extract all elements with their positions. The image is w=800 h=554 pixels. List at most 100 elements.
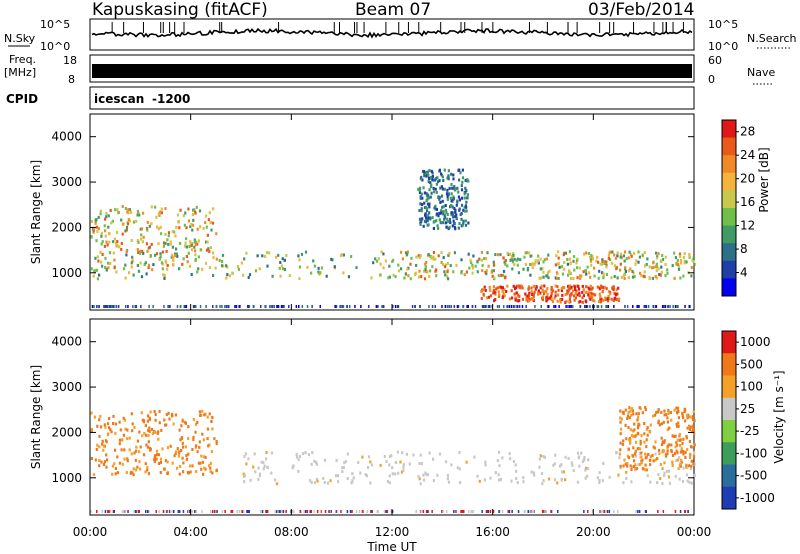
echo-cell xyxy=(623,259,626,263)
echo-cell xyxy=(317,266,320,270)
x-tick-label: 00:00 xyxy=(677,525,712,539)
echo-cell xyxy=(487,295,490,299)
echo-cell xyxy=(440,194,444,198)
echo-cell xyxy=(559,300,562,304)
echo-cell xyxy=(347,275,351,279)
echo-cell xyxy=(199,461,202,465)
echo-cell xyxy=(482,292,485,296)
echo-cell xyxy=(664,255,667,259)
echo-cell xyxy=(655,276,658,280)
echo-cell xyxy=(409,262,412,266)
echo-cell xyxy=(430,183,433,187)
echo-cell xyxy=(630,434,633,437)
echo-cell xyxy=(215,440,218,443)
echo-cell xyxy=(624,270,627,273)
colorbar-tick-label: -100 xyxy=(740,446,767,460)
echo-cell xyxy=(623,250,627,254)
echo-cell xyxy=(401,257,404,261)
nave-label: Nave xyxy=(747,66,775,79)
echo-cell xyxy=(96,277,99,281)
echo-cell xyxy=(283,268,287,271)
echo-cell xyxy=(124,207,127,210)
echo-cell xyxy=(579,276,582,280)
noise-cell xyxy=(242,510,245,513)
echo-cell xyxy=(415,255,418,259)
colorbar-tick-label: 25 xyxy=(740,402,755,416)
echo-cell xyxy=(538,276,541,280)
echo-cell xyxy=(690,265,693,269)
echo-cell xyxy=(313,264,316,268)
echo-cell xyxy=(516,299,519,303)
noise-cell xyxy=(616,510,619,513)
echo-cell xyxy=(542,275,545,279)
echo-cell xyxy=(660,436,663,440)
echo-cell xyxy=(431,174,434,178)
echo-cell xyxy=(560,265,563,269)
echo-cell xyxy=(578,291,581,295)
echo-cell xyxy=(155,449,159,453)
echo-cell xyxy=(450,199,453,203)
echo-cell xyxy=(226,265,229,269)
echo-cell xyxy=(667,408,670,412)
echo-cell xyxy=(529,254,532,258)
echo-cell xyxy=(153,457,156,461)
echo-cell xyxy=(648,458,652,462)
echo-cell xyxy=(100,460,103,464)
echo-cell xyxy=(441,262,445,266)
echo-cell xyxy=(146,445,149,449)
echo-cell xyxy=(587,293,590,297)
echo-cell xyxy=(516,257,520,261)
echo-cell xyxy=(644,452,647,456)
echo-cell xyxy=(435,190,438,194)
echo-cell xyxy=(665,413,668,417)
echo-cell xyxy=(428,202,431,206)
echo-cell xyxy=(351,479,354,483)
echo-cell xyxy=(374,257,377,261)
echo-cell xyxy=(240,261,243,265)
echo-cell xyxy=(258,474,261,478)
noise-cell xyxy=(568,305,571,308)
echo-cell xyxy=(641,253,644,257)
echo-cell xyxy=(372,261,375,265)
echo-cell xyxy=(592,292,595,296)
echo-cell xyxy=(628,406,631,410)
noise-cell xyxy=(540,305,542,308)
echo-cell xyxy=(513,292,516,296)
echo-cell xyxy=(99,414,102,418)
echo-cell xyxy=(254,470,257,474)
echo-cell xyxy=(681,411,684,415)
echo-cell xyxy=(677,410,680,413)
echo-cell xyxy=(513,287,517,291)
echo-cell xyxy=(104,256,107,260)
echo-cell xyxy=(643,440,646,444)
noise-cell xyxy=(155,510,157,513)
echo-cell xyxy=(453,207,456,211)
echo-cell xyxy=(145,272,148,276)
echo-cell xyxy=(262,461,265,465)
echo-cell xyxy=(692,462,695,466)
noise-cell xyxy=(328,510,330,513)
echo-cell xyxy=(142,453,146,457)
echo-cell xyxy=(574,292,577,296)
echo-cell xyxy=(403,276,406,280)
echo-cell xyxy=(380,250,383,254)
echo-cell xyxy=(593,266,596,270)
echo-cell xyxy=(454,214,457,218)
echo-cell xyxy=(205,225,208,229)
echo-cell xyxy=(191,448,194,451)
echo-cell xyxy=(527,251,531,255)
echo-cell xyxy=(546,297,549,301)
echo-cell xyxy=(116,208,119,212)
echo-cell xyxy=(95,239,98,243)
echo-cell xyxy=(681,479,685,483)
echo-cell xyxy=(530,470,533,474)
echo-cell xyxy=(196,227,199,231)
noise-cell xyxy=(557,510,559,513)
echo-cell xyxy=(192,223,195,227)
noise-cell xyxy=(288,305,290,308)
echo-cell xyxy=(664,263,667,266)
noise-cell xyxy=(205,305,207,308)
echo-cell xyxy=(102,463,106,466)
echo-cell xyxy=(655,251,658,255)
echo-cell xyxy=(181,262,184,266)
